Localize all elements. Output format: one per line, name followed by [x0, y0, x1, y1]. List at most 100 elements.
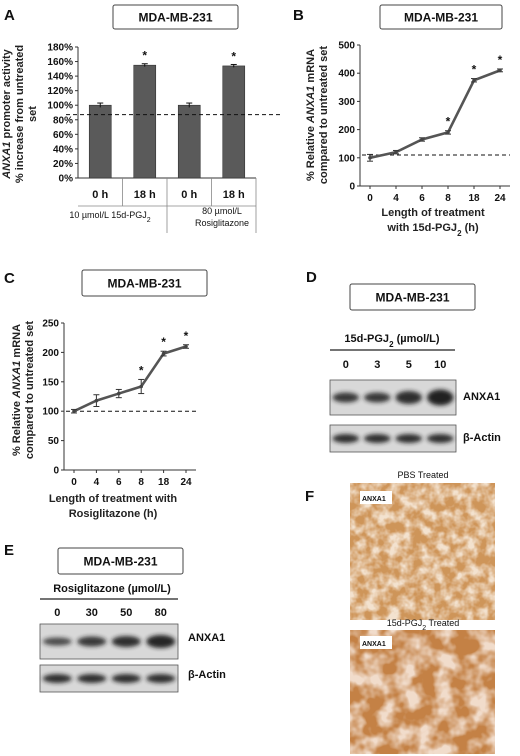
- panel-e: E MDA-MB-231 Rosiglitazone (µmol/L) 0 30 5…: [4, 542, 226, 693]
- chart-c-title-box: [81, 269, 208, 297]
- blot-e-label-anxa1: ANXA1: [188, 632, 225, 644]
- chart-b-significance-star: *: [498, 53, 503, 67]
- chart-b-plot: 0 100 200 300 400 500 0 4 6 8 18 24 * * *: [338, 41, 510, 204]
- chart-b-title: MDA-MB-231: [404, 11, 478, 25]
- chart-c-series-line: [73, 345, 187, 413]
- chart-b-data-point: [498, 68, 502, 73]
- chart-b-ytick-label: 100: [338, 153, 355, 164]
- chart-b-xtick-label: 24: [494, 193, 506, 204]
- chart-a-bar: [133, 64, 157, 179]
- blot-e-band: [146, 635, 176, 648]
- blot-e-band: [42, 637, 72, 646]
- chart-b-xlabel-1: Length of treatment: [381, 207, 485, 219]
- blot-e-band: [77, 674, 107, 683]
- chart-b-xlabel-2: with 15d-PGJ2 (h): [386, 222, 479, 238]
- chart-c-title: MDA-MB-231: [107, 277, 181, 291]
- blot-e-dose-label: 30: [86, 607, 98, 619]
- chart-a-bar: [222, 65, 246, 179]
- chart-a-ytick-label: 80%: [53, 115, 73, 126]
- blot-d-title-box: [349, 283, 476, 311]
- chart-c-ytick-label: 50: [48, 436, 60, 447]
- chart-b-ytick-label: 400: [338, 69, 355, 80]
- chart-b-ylabel-2: compared to untreated set: [318, 46, 330, 184]
- chart-c-ytick-label: 200: [42, 348, 59, 359]
- chart-c-xtick-label: 0: [71, 477, 77, 488]
- chart-a-category-label: 18 h: [223, 189, 245, 201]
- chart-c-data-point: [139, 384, 143, 389]
- chart-c-xtick-label: 6: [116, 477, 122, 488]
- chart-b-xtick-label: 4: [393, 193, 399, 204]
- chart-c-significance-star: *: [161, 335, 166, 349]
- chart-a-ytick-label: 160%: [47, 57, 73, 68]
- blot-e-dose-label: 50: [120, 607, 132, 619]
- chart-c-ytick-label: 0: [53, 466, 59, 477]
- chart-a-category-label: 0 h: [181, 189, 197, 201]
- chart-c-xlabel-2: Rosiglitazone (h): [69, 508, 158, 520]
- chart-c-data-point: [161, 351, 166, 356]
- chart-a-plot: 0% 20% 40% 60% 80% 100% 120% 140% 160% 180% 0 h * 18…: [47, 43, 281, 233]
- chart-b-title-box: [379, 4, 503, 30]
- chart-a-ytick-label: 60%: [53, 130, 73, 141]
- blot-d-band: [364, 392, 391, 403]
- histology-bottom-caption: 15d-PGJ2 Treated: [387, 618, 459, 632]
- blot-d-label-actin: β-Actin: [463, 432, 501, 444]
- blot-d-dose-label: 3: [374, 359, 380, 371]
- blot-e-treatment-label: Rosiglitazone (µmol/L): [53, 583, 171, 595]
- panel-letter-b: B: [293, 7, 304, 24]
- panel-b: B MDA-MB-231 0 100 200 300 400 500 0 4 6 8 18 24 * * *…: [293, 4, 510, 238]
- blot-e-dose-label: 80: [155, 607, 167, 619]
- chart-c-xtick-label: 18: [158, 477, 170, 488]
- panel-letter-e: E: [4, 542, 14, 559]
- blot-e-label-actin: β-Actin: [188, 669, 226, 681]
- chart-a-ytick-label: 180%: [47, 43, 73, 54]
- chart-c-data-point: [117, 391, 121, 396]
- blot-e-title: MDA-MB-231: [83, 555, 157, 569]
- blot-d-band: [427, 434, 454, 443]
- chart-a-bar: [88, 104, 112, 179]
- chart-b-data-point: [420, 137, 424, 142]
- chart-b-significance-star: *: [446, 115, 451, 129]
- blot-d-band: [427, 389, 454, 406]
- blot-e-title-box: [57, 547, 184, 575]
- chart-c-ylabel-1: % Relative ANXA1 mRNA: [11, 324, 23, 456]
- panel-letter-a: A: [4, 7, 15, 24]
- blot-d-band: [332, 434, 359, 443]
- chart-b-data-point: [472, 78, 476, 83]
- chart-a-category-label: 18 h: [134, 189, 156, 201]
- panel-d: D MDA-MB-231 15d-PGJ2 (µmol/L) 0 3 5 10 ANX…: [306, 269, 501, 453]
- chart-a-ytick-label: 20%: [53, 159, 73, 170]
- blot-d-band: [332, 392, 359, 403]
- chart-c-significance-star: *: [139, 363, 144, 377]
- chart-c-xlabel-1: Length of treatment with: [49, 493, 178, 505]
- chart-a-significance-star: *: [231, 49, 236, 63]
- chart-a-ytick-label: 0%: [59, 174, 74, 185]
- chart-c-ytick-label: 150: [42, 377, 59, 388]
- chart-c-data-point: [184, 344, 188, 349]
- chart-b-ytick-label: 0: [349, 182, 355, 193]
- chart-c-data-point: [72, 409, 76, 414]
- blot-d-dose-label: 5: [406, 359, 412, 371]
- chart-c-ytick-label: 100: [42, 407, 59, 418]
- chart-b-ytick-label: 200: [338, 125, 355, 136]
- chart-b-xtick-label: 8: [445, 193, 451, 204]
- panel-a: A MDA-MB-231 0% 20% 40% 60% 80% 100% 120% 140% 1…: [1, 4, 281, 233]
- panel-letter-d: D: [306, 269, 317, 286]
- chart-a-ylabel-3: set: [27, 106, 39, 122]
- chart-c-plot: 0 50 100 150 200 250 0 4 6 8 18 24 * * *: [42, 319, 196, 488]
- blot-d-band: [395, 391, 422, 404]
- chart-a-title: MDA-MB-231: [138, 11, 212, 25]
- chart-a-ytick-label: 140%: [47, 72, 73, 83]
- blot-d-dose-label: 10: [434, 359, 446, 371]
- blot-e-band: [42, 674, 72, 683]
- chart-c-xtick-label: 4: [94, 477, 100, 488]
- chart-b-ytick-label: 500: [338, 41, 355, 52]
- blot-e-dose-label: 0: [54, 607, 60, 619]
- chart-a-ylabel-1: ANXA1 promoter activity: [1, 48, 13, 179]
- histology-bottom-image: ANXA1: [350, 630, 495, 754]
- panel-f: F PBS Treated ANXA1 15d-PGJ2 Treated ANX…: [305, 470, 495, 754]
- chart-c-xtick-label: 8: [138, 477, 144, 488]
- chart-b-ylabel-1: % Relative ANXA1 mRNA: [305, 49, 317, 181]
- chart-a-ylabel-2: % increase from untreated: [14, 45, 26, 183]
- blot-e-lanes: 0 30 50 80: [39, 607, 179, 693]
